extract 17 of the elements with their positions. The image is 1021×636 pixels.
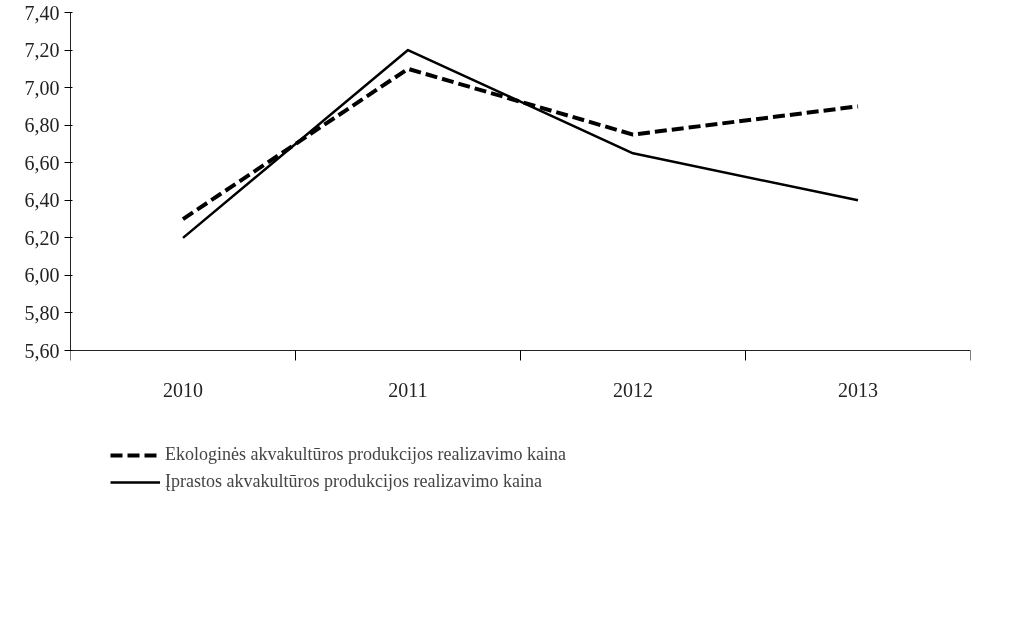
y-tick-label: 5,60 <box>24 339 60 362</box>
y-tick-label: 5,80 <box>24 301 60 324</box>
y-tick-label: 6,40 <box>24 189 60 212</box>
x-tick-label: 2012 <box>613 378 653 401</box>
y-tick-label: 6,80 <box>24 114 60 137</box>
y-tick-label: 7,00 <box>24 76 60 99</box>
y-tick-label: 6,60 <box>24 151 60 174</box>
x-tick-label: 2013 <box>838 378 878 401</box>
y-tick-label: 7,20 <box>24 39 60 62</box>
y-tick-label: 6,00 <box>24 264 60 287</box>
y-tick-label: 7,40 <box>24 1 60 24</box>
legend-label: Įprastos akvakultūros produkcijos realizavimo kaina <box>165 471 542 492</box>
x-tick-label: 2010 <box>163 378 203 401</box>
line-series <box>181 48 860 240</box>
legend-label: Ekologinės akvakultūros produkcijos realizavimo kaina <box>165 444 566 465</box>
y-tick-label: 6,20 <box>24 226 60 249</box>
x-tick-label: 2011 <box>388 378 428 401</box>
